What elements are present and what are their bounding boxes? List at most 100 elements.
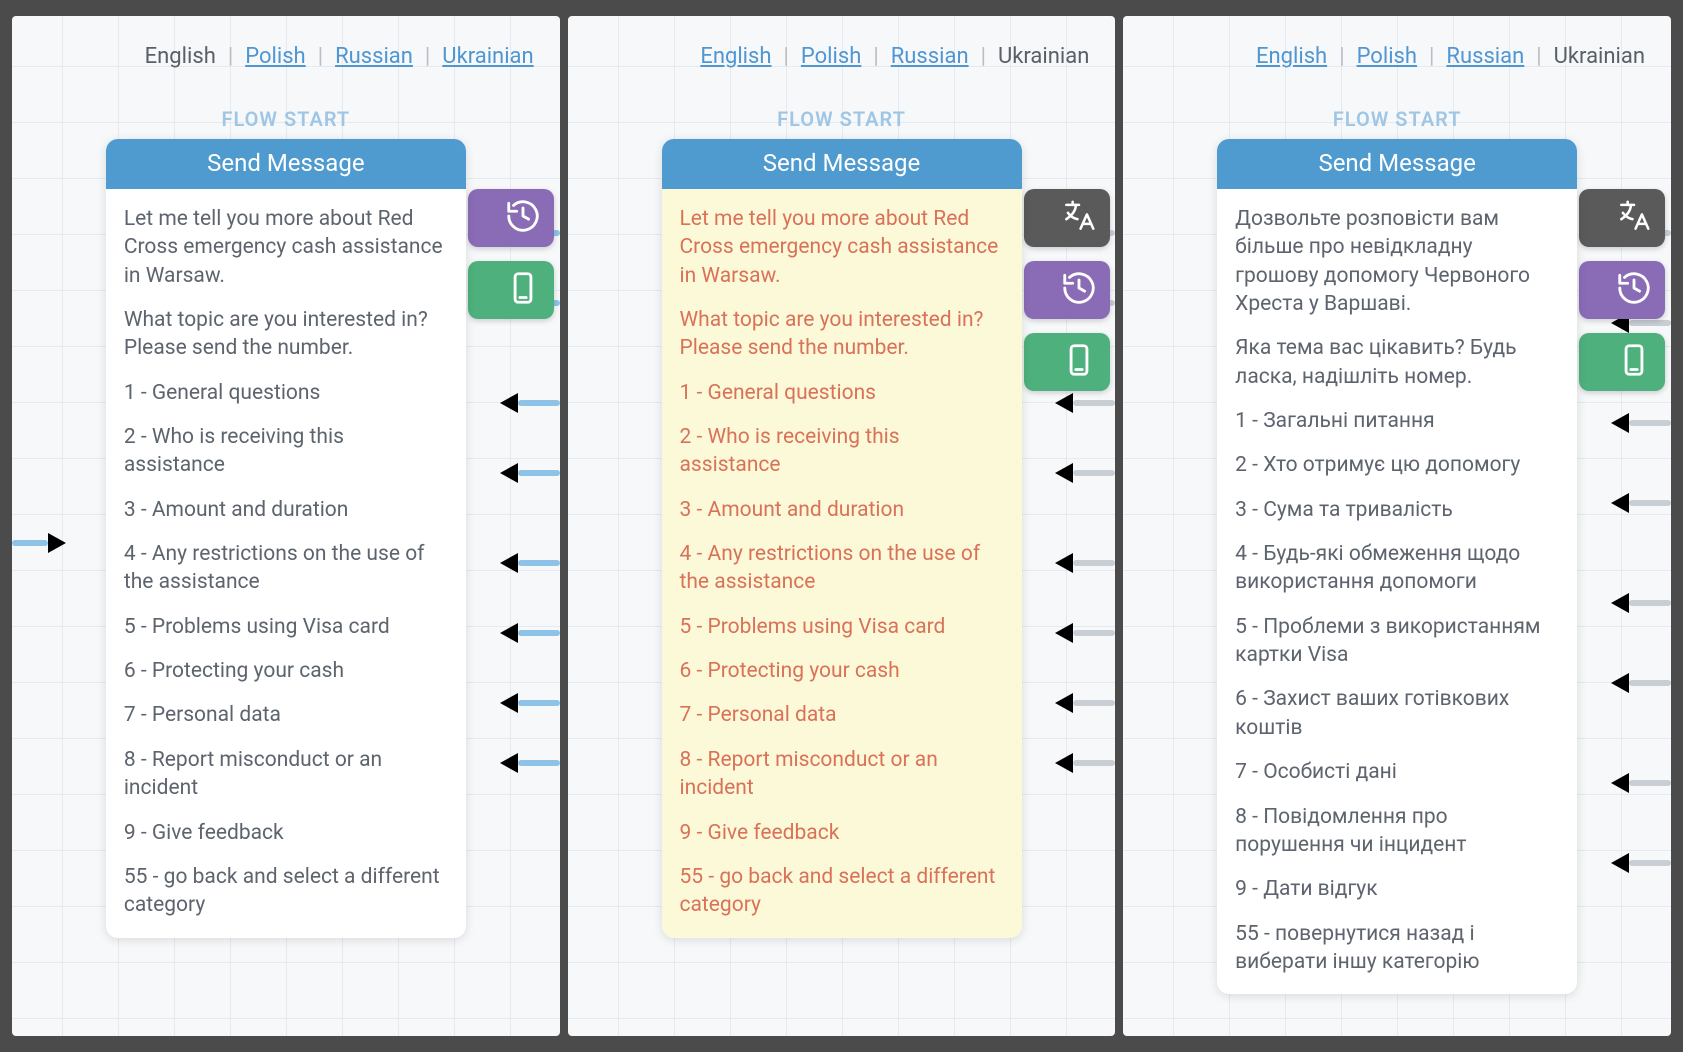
language-separator: | <box>981 44 986 69</box>
message-line: 7 - Personal data <box>680 701 1004 729</box>
connector-arrow <box>1055 626 1115 640</box>
flow-start-label: FLOW START <box>568 107 1116 131</box>
message-line: 6 - Захист ваших готівкових коштів <box>1235 685 1559 742</box>
message-line: 3 - Amount and duration <box>680 496 1004 524</box>
message-line: 8 - Повідомлення про порушення чи інциде… <box>1235 803 1559 860</box>
message-line: 4 - Будь-які обмеження щодо використання… <box>1235 540 1559 597</box>
connector-arrows-right <box>500 16 560 1036</box>
language-bar: English|Polish|Russian|Ukrainian <box>12 16 560 69</box>
connector-arrow <box>1611 856 1671 870</box>
phone-icon <box>1060 341 1098 383</box>
message-line: 7 - Особисті дані <box>1235 758 1559 786</box>
message-line: 3 - Сума та тривалість <box>1235 496 1559 524</box>
history-icon <box>504 197 542 239</box>
language-link[interactable]: Russian <box>1446 44 1524 69</box>
connector-arrow <box>500 756 560 770</box>
connector-arrow <box>500 696 560 710</box>
connector-arrow <box>1055 756 1115 770</box>
card-header: Send Message <box>1217 139 1577 189</box>
connector-arrows-left <box>12 16 72 1036</box>
card-side-tabs <box>1579 189 1665 391</box>
flow-editor-panel: English | Polish | Russian | Ukrainian FLOW STA… <box>1123 16 1671 1036</box>
connector-arrow <box>1611 416 1671 430</box>
connector-arrow <box>500 626 560 640</box>
message-line: 9 - Give feedback <box>124 819 448 847</box>
language-link[interactable]: Russian <box>891 44 969 69</box>
translate-icon <box>1615 197 1653 239</box>
message-line: 7 - Personal data <box>124 701 448 729</box>
message-line: 6 - Protecting your cash <box>124 657 448 685</box>
language-separator: | <box>318 44 323 69</box>
language-current: Ukrainian <box>1554 44 1645 69</box>
connector-arrow <box>500 396 560 410</box>
phone-icon <box>504 269 542 311</box>
history-icon <box>1615 269 1653 311</box>
language-separator: | <box>873 44 878 69</box>
language-link[interactable]: Polish <box>801 44 861 69</box>
message-card-wrap: Send Message Let me tell you more about R… <box>662 139 1022 938</box>
language-link[interactable]: Russian <box>335 44 413 69</box>
language-link[interactable]: Polish <box>1357 44 1417 69</box>
message-line: 55 - повернутися назад і виберати іншу к… <box>1235 920 1559 977</box>
message-card[interactable]: Send Message Дозвольте розповісти вам біл… <box>1217 139 1577 994</box>
message-line: 3 - Amount and duration <box>124 496 448 524</box>
flow-start-label: FLOW START <box>1123 107 1671 131</box>
card-header: Send Message <box>662 139 1022 189</box>
message-line: 2 - Who is receiving this assistance <box>124 423 448 480</box>
language-current: Ukrainian <box>998 44 1089 69</box>
language-separator: | <box>1536 44 1541 69</box>
message-line: 4 - Any restrictions on the use of the a… <box>680 540 1004 597</box>
connector-arrow <box>500 466 560 480</box>
message-line: What topic are you interested in? Please… <box>124 306 448 363</box>
message-line: 9 - Дати відгук <box>1235 875 1559 903</box>
card-body: Let me tell you more about Red Cross eme… <box>662 189 1022 938</box>
message-line: 8 - Report misconduct or an incident <box>124 746 448 803</box>
message-card-wrap: Send Message Дозвольте розповісти вам біл… <box>1217 139 1577 994</box>
flow-editor-panel: English|Polish|Russian|UkrainianFLOW STA… <box>12 16 560 1036</box>
connector-arrow <box>1055 466 1115 480</box>
translate-button[interactable] <box>1579 189 1665 247</box>
language-link[interactable]: English <box>700 44 771 69</box>
message-card[interactable]: Send MessageLet me tell you more about R… <box>106 139 466 938</box>
message-line: Дозвольте розповісти вам більше про неві… <box>1235 205 1559 318</box>
message-line: 5 - Problems using Visa card <box>680 613 1004 641</box>
simulator-button[interactable] <box>468 261 554 319</box>
card-header: Send Message <box>106 139 466 189</box>
flow-start-label: FLOW START <box>12 107 560 131</box>
card-body: Let me tell you more about Red Cross eme… <box>106 189 466 938</box>
translate-icon <box>1060 197 1098 239</box>
connector-arrows-right <box>1611 16 1671 1036</box>
connector-arrows-right <box>1055 16 1115 1036</box>
simulator-button[interactable] <box>1024 333 1110 391</box>
language-bar: English | Polish | Russian | Ukrainian <box>1123 16 1671 69</box>
connector-arrow <box>1611 776 1671 790</box>
message-line: 1 - General questions <box>124 379 448 407</box>
language-link[interactable]: Polish <box>245 44 305 69</box>
language-separator: | <box>1429 44 1434 69</box>
history-button[interactable] <box>1579 261 1665 319</box>
translate-button[interactable] <box>1024 189 1110 247</box>
message-line: 9 - Give feedback <box>680 819 1004 847</box>
language-separator: | <box>1339 44 1344 69</box>
message-line: 55 - go back and select a different cate… <box>680 863 1004 920</box>
language-link[interactable]: English <box>1256 44 1327 69</box>
connector-arrow <box>1611 676 1671 690</box>
message-line: 55 - go back and select a different cate… <box>124 863 448 920</box>
card-body: Дозвольте розповісти вам більше про неві… <box>1217 189 1577 994</box>
simulator-button[interactable] <box>1579 333 1665 391</box>
history-button[interactable] <box>468 189 554 247</box>
language-link[interactable]: Ukrainian <box>442 44 533 69</box>
connector-arrow <box>1055 696 1115 710</box>
history-button[interactable] <box>1024 261 1110 319</box>
language-separator: | <box>784 44 789 69</box>
connector-arrow <box>12 536 66 550</box>
history-icon <box>1060 269 1098 311</box>
connector-arrow <box>1611 596 1671 610</box>
message-line: Let me tell you more about Red Cross eme… <box>680 205 1004 290</box>
language-separator: | <box>425 44 430 69</box>
flow-editor-panel: English | Polish | Russian | Ukrainian FLOW STA… <box>568 16 1116 1036</box>
message-card[interactable]: Send Message Let me tell you more about R… <box>662 139 1022 938</box>
connector-arrow <box>1055 396 1115 410</box>
message-line: 8 - Report misconduct or an incident <box>680 746 1004 803</box>
message-card-wrap: Send MessageLet me tell you more about R… <box>106 139 466 938</box>
